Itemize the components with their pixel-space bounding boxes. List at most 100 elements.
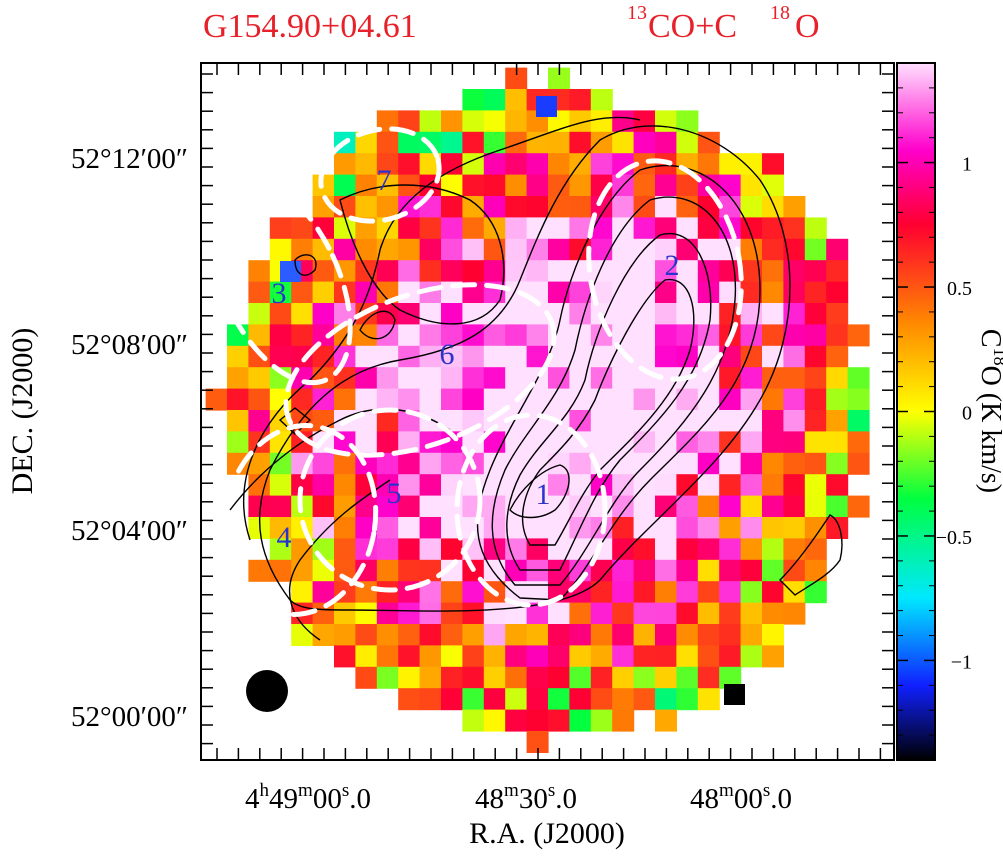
heatmap-cell [419, 645, 442, 668]
heatmap-cell [355, 666, 378, 689]
heatmap-cell [462, 709, 485, 732]
heatmap-cell [804, 495, 827, 518]
heatmap-cell [398, 645, 421, 668]
heatmap-cell [441, 217, 463, 240]
heatmap-cell [227, 410, 249, 432]
heatmap-cell [291, 324, 314, 347]
heatmap-cell [462, 431, 485, 454]
tracer-title: 13 CO+C 18 O [627, 2, 820, 45]
heatmap-cell [847, 367, 870, 390]
contour-line [339, 184, 505, 325]
heatmap-cell [697, 174, 720, 197]
heatmap-cell [847, 431, 870, 454]
heatmap-cell [441, 174, 463, 197]
heatmap-cell [419, 624, 442, 646]
heatmap-cell [847, 452, 870, 475]
heatmap-cell [676, 281, 699, 304]
heatmap-cell [633, 281, 656, 304]
heatmap-cell [505, 517, 528, 539]
heatmap-cell [719, 474, 742, 497]
y-axis-title: DEC. (J2000) [6, 328, 39, 495]
heatmap-cell [762, 238, 784, 261]
heatmap-cell [526, 602, 549, 625]
dec-tick-label: 52°08′00″ [71, 329, 188, 361]
heatmap-cell [548, 303, 570, 325]
core-ellipse [586, 158, 744, 382]
heatmap-cell [312, 303, 335, 325]
heatmap-cell [804, 474, 827, 497]
heatmap-cell [419, 452, 442, 475]
heatmap-cell [548, 538, 570, 561]
heatmap-cell [376, 388, 399, 411]
heatmap-cell [612, 559, 635, 582]
dashed-core-ellipses [207, 126, 744, 617]
heatmap-cell [719, 624, 742, 646]
heatmap-cell [355, 431, 378, 454]
heatmap-cell [398, 495, 421, 518]
heatmap-cell [676, 196, 699, 218]
heatmap-cell [590, 367, 613, 390]
heatmap-cell [762, 581, 784, 604]
heatmap-cell [419, 217, 442, 240]
heatmap-cell [248, 324, 271, 347]
heatmap-cell [227, 452, 249, 475]
heatmap-cell [483, 474, 506, 497]
heatmap-cell [398, 602, 421, 625]
heatmap-cell [676, 131, 699, 154]
heatmap-cell [398, 367, 421, 390]
heatmap-cell [569, 131, 592, 154]
heatmap-cell [376, 196, 399, 218]
heatmap-cell [826, 367, 849, 390]
heatmap-cell [227, 388, 249, 411]
heatmap-cell [655, 281, 677, 304]
heatmap-cell [269, 474, 292, 497]
heatmap-cell [633, 538, 656, 561]
heatmap-cell [505, 474, 528, 497]
heatmap-cell [655, 174, 677, 197]
heatmap-cell [483, 153, 506, 176]
heatmap-cell [462, 367, 485, 390]
heatmap-cell [847, 324, 870, 347]
core-ellipse [283, 282, 557, 458]
heatmap-cell [376, 517, 399, 539]
heatmap-cell [505, 345, 528, 368]
heatmap-cell [398, 624, 421, 646]
heatmap-cell [462, 345, 485, 368]
heatmap-cell [633, 110, 656, 133]
heatmap-cell [740, 559, 763, 582]
heatmap-cell [804, 388, 827, 411]
heatmap-cell [526, 345, 549, 368]
heatmap-cell [548, 431, 570, 454]
heatmap-cell [355, 153, 378, 176]
heatmap-cell [676, 410, 699, 432]
heatmap-cell [633, 581, 656, 604]
heatmap-cell [291, 238, 314, 261]
heatmap-cell [419, 666, 442, 689]
heatmap-cell [762, 303, 784, 325]
heatmap-cell [505, 110, 528, 133]
heatmap-cell [676, 624, 699, 646]
heatmap-cell [462, 645, 485, 668]
heatmap-cell [248, 281, 271, 304]
heatmap-cell [826, 238, 849, 261]
heatmap-cell [740, 260, 763, 283]
heatmap-cell [505, 452, 528, 475]
heatmap-cell [740, 281, 763, 304]
heatmap-cell [505, 688, 528, 711]
heatmap-cell [526, 624, 549, 646]
heatmap-cell [762, 324, 784, 347]
heatmap-cell [536, 96, 557, 117]
heatmap-cell [612, 324, 635, 347]
colorbar-tick-label: 0 [962, 403, 972, 425]
heatmap-cell [548, 238, 570, 261]
heatmap-cell [740, 196, 763, 218]
heatmap-cell [762, 217, 784, 240]
colorbar-ticks: 1 0.5 0 −0.5 −1 [897, 87, 972, 736]
heatmap-cell [783, 602, 806, 625]
dec-tick-label: 52°04′00″ [71, 515, 188, 547]
heatmap-cell [398, 131, 421, 154]
heatmap-cell [847, 495, 870, 518]
heatmap-cell [697, 688, 720, 711]
heatmap-cell [526, 324, 549, 347]
